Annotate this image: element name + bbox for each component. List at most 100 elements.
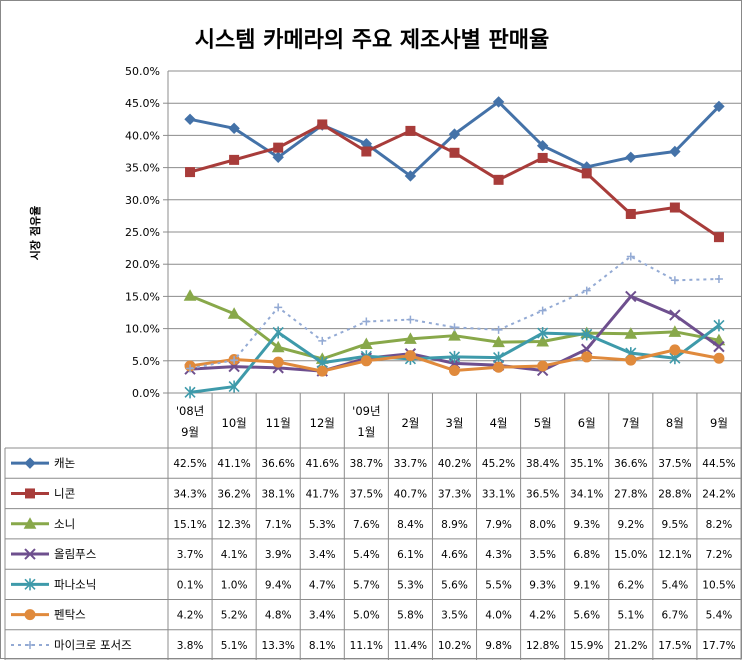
x-tick-label: 2월 — [401, 416, 419, 430]
data-point — [713, 100, 725, 113]
x-tick-label: 11월 — [266, 416, 291, 430]
data-label: 21.2% — [614, 640, 647, 652]
data-label: 12.8% — [526, 640, 559, 652]
data-label: 9.5% — [662, 519, 689, 531]
data-label: 4.7% — [309, 579, 336, 591]
x-tick-label: 3월 — [446, 416, 464, 430]
y-tick-label: 40.0% — [125, 129, 160, 142]
data-label: 45.2% — [482, 458, 515, 470]
data-label: 17.7% — [702, 640, 735, 652]
x-tick-label: 5월 — [534, 416, 552, 430]
y-tick-label: 20.0% — [125, 258, 160, 271]
data-label: 15.0% — [614, 549, 647, 561]
data-label: 4.0% — [485, 610, 512, 622]
data-point — [713, 232, 724, 243]
data-label: 10.5% — [702, 579, 735, 591]
data-label: 40.2% — [438, 458, 471, 470]
data-label: 7.9% — [485, 519, 512, 531]
x-tick-label: 1월 — [357, 425, 375, 439]
data-point — [449, 364, 460, 376]
data-point — [448, 350, 461, 363]
data-label: 15.9% — [570, 640, 603, 652]
data-point — [448, 329, 461, 341]
gridlines — [168, 70, 741, 362]
data-point — [536, 334, 549, 347]
data-point — [626, 252, 635, 261]
data-point — [537, 360, 549, 372]
data-label: 34.1% — [570, 488, 603, 500]
data-point — [404, 332, 417, 344]
data-point — [405, 125, 416, 136]
data-point — [713, 319, 725, 332]
data-point — [318, 336, 327, 345]
data-label: 38.1% — [262, 488, 295, 500]
x-tick-label: 9월 — [181, 425, 199, 439]
series-lines — [183, 96, 726, 399]
legend-entry: 소니 — [54, 517, 75, 531]
data-label: 11.4% — [394, 640, 427, 652]
data-label: 6.2% — [617, 579, 644, 591]
data-point — [360, 337, 373, 350]
data-label: 3.4% — [309, 549, 336, 561]
data-point — [449, 147, 460, 158]
data-point — [274, 303, 283, 312]
x-tick-label: 4월 — [490, 416, 508, 430]
data-point — [404, 350, 416, 362]
series-line — [189, 122, 720, 239]
x-tick-label: '09년 — [352, 404, 380, 418]
data-point — [581, 168, 592, 179]
data-label: 40.7% — [394, 488, 427, 500]
data-point — [581, 351, 593, 363]
y-tick-label: 25.0% — [125, 226, 160, 239]
data-point — [273, 142, 284, 153]
legend-entry: 니콘 — [54, 486, 75, 500]
data-point — [669, 309, 681, 321]
y-tick-label: 0.0% — [132, 387, 160, 400]
data-label: 5.6% — [573, 610, 600, 622]
data-label: 41.6% — [306, 458, 339, 470]
chart-title: 시스템 카메라의 주요 제조사별 판매율 — [195, 28, 549, 53]
x-tick-label: 12월 — [310, 416, 335, 430]
y-tick-label: 10.0% — [125, 323, 160, 336]
legend-entry: 올림푸스 — [54, 547, 96, 561]
data-label: 36.2% — [217, 488, 250, 500]
data-point — [625, 151, 637, 164]
data-point — [360, 355, 372, 367]
data-label: 5.3% — [397, 579, 424, 591]
y-tick-labels: 0.0% 5.0% 10.0% 15.0% 20.0% 25.0% 30.0% 35.0% 40… — [125, 65, 160, 400]
data-label: 33.7% — [394, 458, 427, 470]
data-point — [713, 340, 725, 353]
data-point — [230, 356, 239, 365]
data-label: 15.1% — [173, 519, 206, 531]
data-point — [492, 96, 505, 108]
data-label: 7.2% — [706, 549, 733, 561]
data-label: 42.5% — [173, 458, 206, 470]
data-point — [228, 380, 240, 393]
data-point — [448, 128, 461, 140]
data-point — [184, 113, 196, 126]
data-label: 8.2% — [706, 519, 733, 531]
data-label: 11.1% — [350, 640, 383, 652]
data-label: 1.0% — [221, 579, 248, 591]
data-point — [668, 325, 682, 337]
data-label: 5.3% — [309, 519, 336, 531]
data-point — [272, 356, 284, 368]
data-point — [493, 351, 505, 364]
data-label: 35.1% — [570, 458, 603, 470]
data-label: 8.1% — [309, 640, 336, 652]
data-point — [228, 122, 240, 135]
data-label: 5.1% — [221, 640, 248, 652]
y-tick-label: 50.0% — [125, 65, 160, 78]
data-label: 4.3% — [485, 549, 512, 561]
data-label: 33.1% — [482, 488, 515, 500]
data-point — [494, 325, 503, 334]
data-label: 27.8% — [614, 488, 647, 500]
data-label: 37.5% — [658, 458, 691, 470]
data-label: 9.3% — [529, 579, 556, 591]
data-label: 3.5% — [441, 610, 468, 622]
data-point — [624, 327, 638, 339]
data-point — [714, 275, 723, 284]
